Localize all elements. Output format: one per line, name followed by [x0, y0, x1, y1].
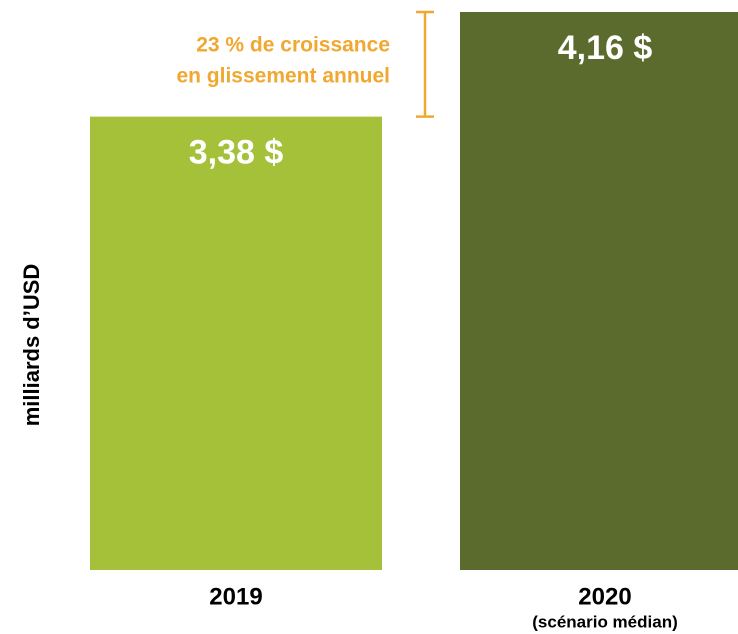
bar — [460, 12, 738, 570]
y-axis-label: milliards d’USD — [19, 264, 44, 427]
value-label: 4,16 $ — [558, 29, 653, 67]
value-label: 3,38 $ — [189, 134, 284, 172]
x-tick-label: 2019 — [209, 583, 262, 610]
x-tick-label: 2020 — [578, 583, 631, 610]
x-tick-sublabel: (scénario médian) — [532, 612, 678, 631]
bar — [90, 116, 382, 570]
annotation: 23 % de croissance — [196, 34, 390, 57]
annotation: en glissement annuel — [176, 65, 390, 88]
